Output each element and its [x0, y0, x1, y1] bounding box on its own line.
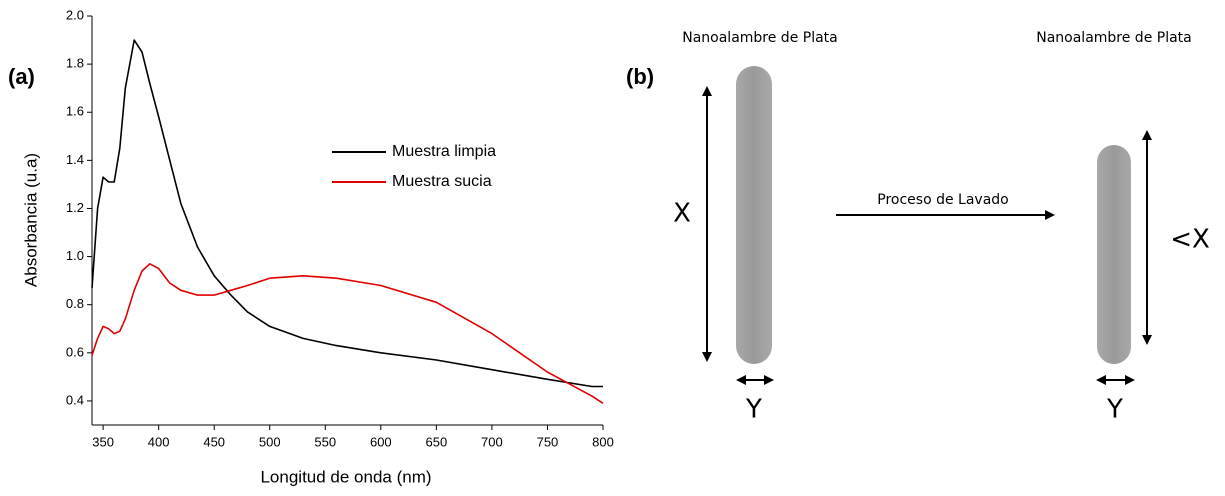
y-tick-label: 1.4: [66, 152, 84, 167]
x-tick-label: 500: [259, 434, 281, 449]
x-tick-label: 550: [314, 434, 336, 449]
data-line: [91, 39, 603, 388]
x-tick-label: 350: [92, 434, 114, 449]
y-tick-label: 1.2: [66, 200, 84, 215]
wire-title: Nanoalambre de Plata: [1036, 30, 1192, 46]
x-tick-label: 750: [537, 434, 559, 449]
legend-label: Muestra sucia: [392, 173, 492, 190]
x-tick-label: 700: [481, 434, 503, 449]
x-tick-label: 400: [148, 434, 170, 449]
y-tick-label: 0.8: [66, 296, 84, 311]
width-label: Y: [1106, 395, 1123, 425]
x-tick-label: 650: [426, 434, 448, 449]
panel-label: (a): [8, 64, 35, 89]
nanowire: [1097, 145, 1131, 364]
y-tick-label: 1.8: [66, 56, 84, 71]
y-tick-label: 0.4: [66, 392, 84, 407]
legend-label: Muestra limpia: [392, 143, 496, 160]
data-line: [91, 263, 604, 404]
process-label: Proceso de Lavado: [877, 192, 1008, 208]
y-axis-title: Absorbancia (u.a): [21, 153, 40, 287]
y-tick-label: 1.0: [66, 248, 84, 263]
y-tick-label: 1.6: [66, 104, 84, 119]
x-tick-label: 800: [592, 434, 614, 449]
width-label: Y: [745, 395, 762, 425]
x-tick-label: 600: [370, 434, 392, 449]
x-tick-label: 450: [203, 434, 225, 449]
panel-label: (b): [626, 64, 654, 89]
plot-area: 0.4 0.6 0.8 1.0 1.2 1.4 1.6 1.8 2.0 350 400 450 500 5…: [66, 7, 614, 449]
length-label: X: [673, 199, 691, 229]
wire-title: Nanoalambre de Plata: [682, 30, 838, 46]
y-tick-label: 0.6: [66, 344, 84, 359]
length-label: <X: [1170, 225, 1210, 255]
nanowire: [736, 66, 772, 364]
y-tick-label: 2.0: [66, 7, 84, 22]
x-axis-title: Longitud de onda (nm): [260, 467, 431, 486]
